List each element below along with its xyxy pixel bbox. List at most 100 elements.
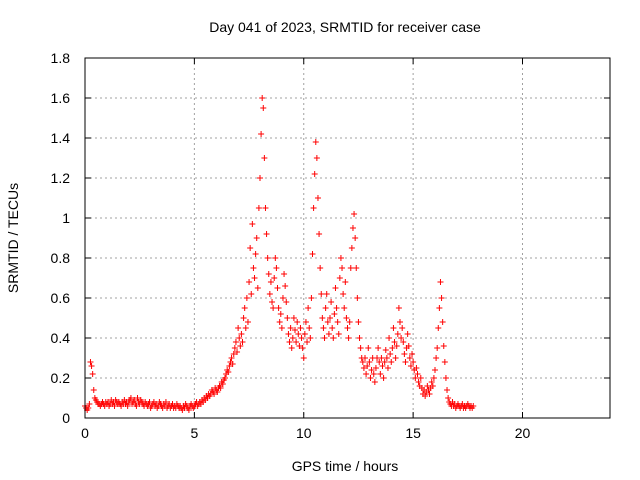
data-point: [372, 365, 379, 371]
data-point: [287, 325, 294, 331]
data-point: [273, 265, 280, 271]
data-point: [390, 325, 397, 331]
data-point: [305, 305, 312, 311]
data-point: [131, 397, 138, 403]
data-point: [281, 271, 288, 277]
data-point: [444, 387, 451, 393]
data-point: [236, 335, 243, 341]
data-point: [352, 235, 359, 241]
data-point: [302, 319, 309, 325]
data-point: [253, 235, 260, 241]
data-point: [90, 387, 97, 393]
data-point: [428, 379, 435, 385]
data-point: [412, 375, 419, 381]
y-tick-label: 1.2: [51, 170, 71, 186]
data-point: [335, 331, 342, 337]
data-point: [357, 345, 364, 351]
data-point: [381, 359, 388, 365]
data-point: [279, 295, 286, 301]
data-point: [254, 285, 261, 291]
data-point: [379, 363, 386, 369]
data-point: [242, 325, 249, 331]
data-point: [247, 245, 254, 251]
data-point: [232, 339, 239, 345]
data-point: [111, 403, 118, 409]
data-point: [133, 403, 140, 409]
data-point: [86, 401, 93, 407]
data-point: [354, 295, 361, 301]
x-tick-label: 5: [190, 425, 198, 441]
data-point: [162, 399, 169, 405]
data-point: [343, 315, 350, 321]
data-point: [366, 359, 373, 365]
data-point: [243, 295, 250, 301]
data-point: [359, 359, 366, 365]
data-point: [375, 345, 382, 351]
data-point: [124, 403, 131, 409]
data-point: [356, 335, 363, 341]
data-point: [417, 375, 424, 381]
data-point: [422, 393, 429, 399]
data-point: [437, 279, 444, 285]
data-point: [274, 285, 281, 291]
data-point: [426, 391, 433, 397]
y-tick-label: 1: [62, 210, 70, 226]
y-tick-label: 1.6: [51, 90, 71, 106]
y-tick-label: 0.8: [51, 250, 71, 266]
data-point: [435, 325, 442, 331]
data-point: [288, 345, 295, 351]
data-point: [436, 305, 443, 311]
data-point: [229, 361, 236, 367]
data-point: [88, 363, 95, 369]
data-point: [409, 351, 416, 357]
x-axis-title: GPS time / hours: [292, 458, 399, 474]
data-point: [278, 325, 285, 331]
y-tick-label: 1.8: [51, 50, 71, 66]
data-point: [299, 345, 306, 351]
data-point: [308, 295, 315, 301]
data-point: [295, 331, 302, 337]
data-point: [429, 383, 436, 389]
data-point: [259, 95, 266, 101]
data-point: [327, 315, 333, 321]
data-point: [311, 171, 318, 177]
y-axis: 0 0.2 0.4 0.6 0.8 1 1.2 1.4 1.6 1.8: [51, 50, 610, 426]
data-point: [317, 265, 324, 271]
data-point: [234, 349, 241, 355]
data-point: [297, 325, 304, 331]
data-point: [320, 325, 327, 331]
data-point: [237, 343, 244, 349]
data-point: [241, 305, 248, 311]
data-point: [267, 279, 274, 285]
data-point: [89, 371, 96, 377]
data-point: [438, 295, 445, 301]
data-point: [347, 265, 354, 271]
data-point: [306, 325, 313, 331]
data-point: [266, 291, 273, 297]
data-point: [290, 315, 297, 321]
data-point: [360, 365, 367, 371]
data-point: [261, 155, 268, 161]
data-point: [340, 291, 347, 297]
data-point: [342, 279, 349, 285]
data-point: [394, 331, 401, 337]
data-point: [219, 381, 226, 387]
data-point: [328, 299, 335, 305]
data-point: [270, 305, 277, 311]
data-point: [333, 305, 340, 311]
data-point: [365, 345, 372, 351]
data-point: [368, 367, 375, 373]
data-point: [470, 403, 477, 409]
data-point: [185, 407, 192, 413]
data-point: [355, 319, 362, 325]
data-point: [363, 371, 370, 377]
data-point: [304, 339, 311, 345]
data-point: [364, 363, 371, 369]
data-point: [371, 379, 378, 385]
data-point: [226, 363, 233, 369]
data-point: [269, 299, 276, 305]
data-point: [275, 305, 282, 311]
data-point: [377, 371, 384, 377]
data-point: [264, 255, 271, 261]
